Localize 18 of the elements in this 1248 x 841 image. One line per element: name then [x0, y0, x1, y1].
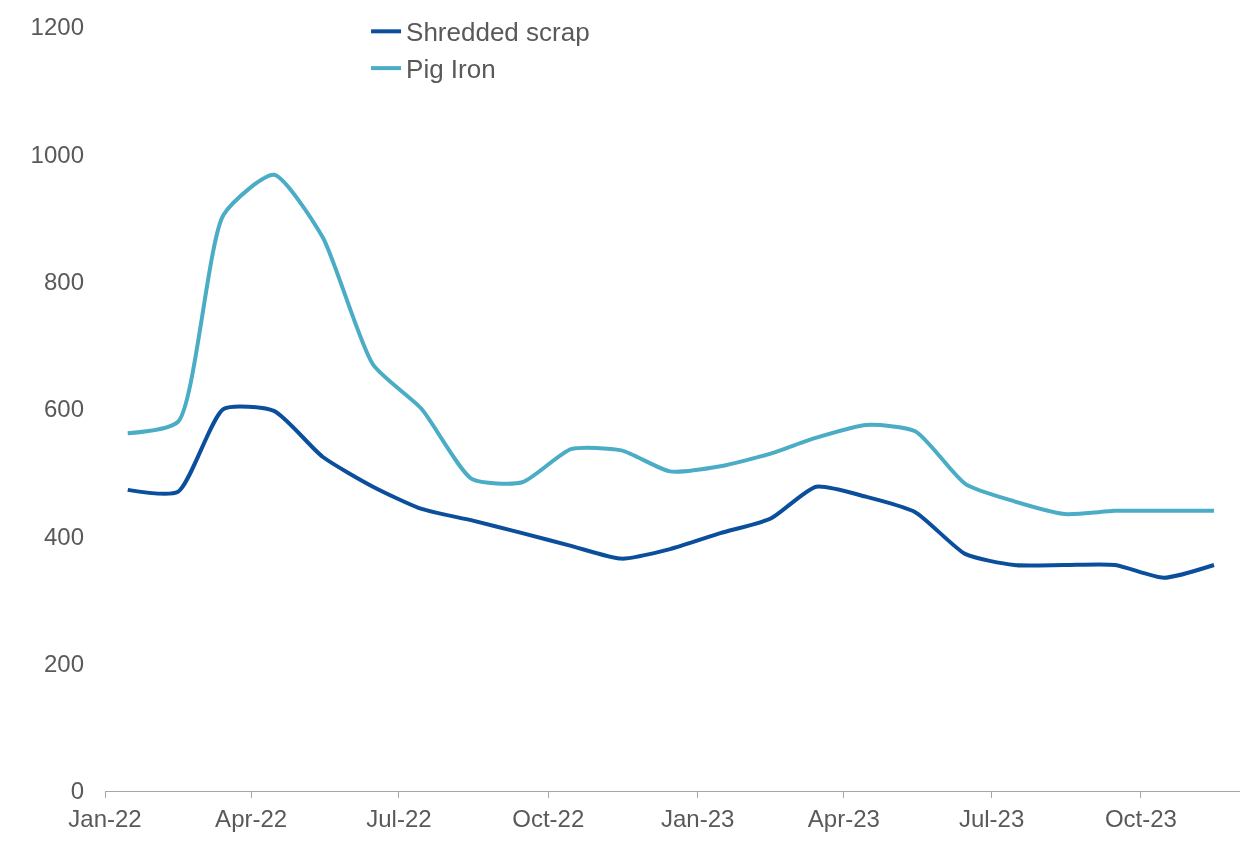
y-tick-label: 1000 [30, 140, 84, 168]
x-tick-label: Oct-22 [512, 804, 585, 832]
x-tick-label: Jul-23 [958, 804, 1025, 832]
y-tick-label: 800 [43, 268, 84, 296]
x-tick-label: Apr-22 [215, 804, 288, 832]
y-tick-label: 1200 [30, 13, 84, 41]
y-tick-label: 600 [43, 395, 84, 423]
y-tick-label: 200 [43, 650, 84, 678]
x-tick-label: Jul-22 [366, 804, 432, 832]
line-series [125, 172, 1217, 517]
x-tick-label: Jan-23 [660, 804, 735, 832]
legend-label: Shredded scrap [406, 17, 590, 48]
y-tick-label: 0 [70, 777, 84, 805]
x-tick-label: Apr-23 [807, 804, 880, 832]
legend-label: Pig Iron [406, 54, 496, 85]
x-tick-label: Oct-23 [1104, 804, 1177, 832]
x-tick-label: Jan-22 [68, 804, 142, 832]
y-tick-label: 400 [43, 522, 84, 550]
